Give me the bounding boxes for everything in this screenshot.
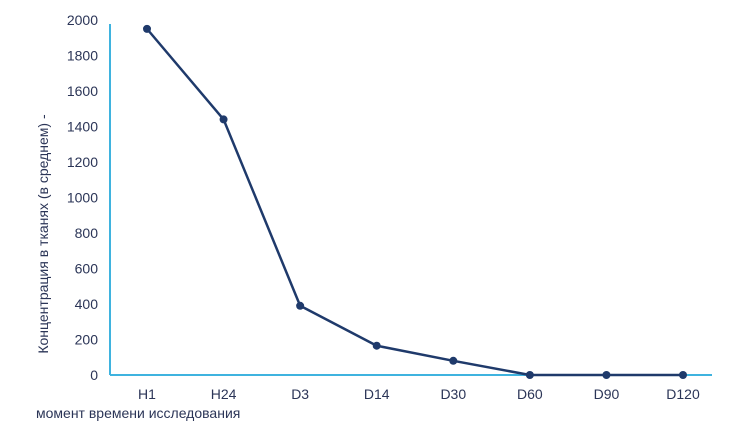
data-point	[602, 371, 611, 379]
y-axis-title: Концентрация в тканях (в среднем) -	[35, 114, 51, 354]
y-tick-label: 0	[90, 367, 98, 383]
x-tick-label: H1	[138, 386, 156, 402]
y-tick-label: 1200	[67, 154, 98, 170]
y-tick-label: 1400	[67, 119, 98, 135]
x-tick-label: D14	[364, 386, 390, 402]
y-tick-label: 400	[75, 296, 99, 312]
x-tick-label: D90	[594, 386, 620, 402]
x-tick-label: D120	[666, 386, 700, 402]
x-axis-title: момент времени исследования	[36, 405, 240, 421]
data-point	[525, 371, 534, 379]
data-point	[372, 341, 381, 350]
data-point	[449, 356, 458, 365]
x-tick-label: D60	[517, 386, 543, 402]
data-point	[679, 371, 687, 379]
y-tick-label: 2000	[67, 12, 98, 28]
y-tick-label: 1600	[67, 83, 98, 99]
data-point	[143, 24, 151, 33]
data-point	[219, 115, 228, 124]
data-point	[296, 301, 305, 310]
y-tick-label: 1000	[67, 190, 98, 206]
y-tick-label: 800	[75, 225, 99, 241]
y-tick-label: 200	[75, 332, 99, 348]
y-tick-label: 1800	[67, 48, 98, 64]
x-axis-ticks: H1 H24 D3 D14 D30 D60 D90 D120	[138, 386, 700, 402]
x-tick-label: D3	[291, 386, 309, 402]
data-points	[143, 24, 687, 379]
x-tick-label: D30	[440, 386, 466, 402]
y-axis-ticks: 0 200 400 600 800 1000 1200 1400 1600 1800 2000	[67, 12, 98, 383]
y-tick-label: 600	[75, 261, 99, 277]
series-line	[146, 28, 683, 377]
x-tick-label: H24	[211, 386, 237, 402]
